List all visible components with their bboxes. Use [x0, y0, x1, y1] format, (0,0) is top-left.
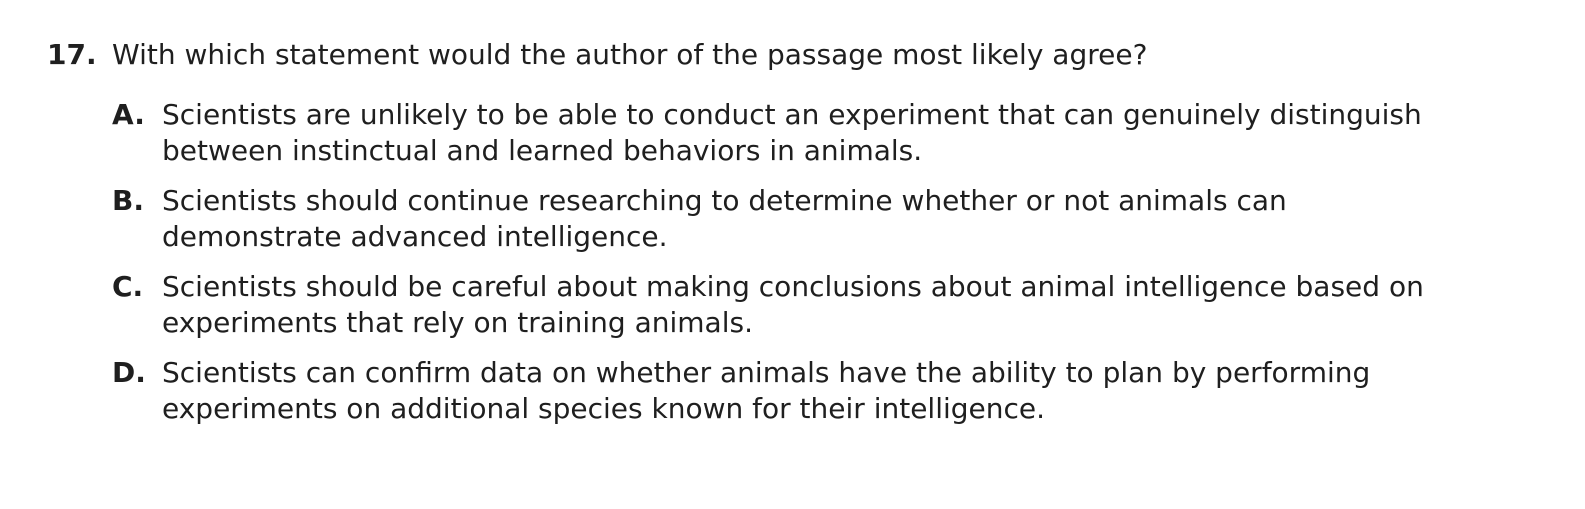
choice-letter: B. — [112, 184, 144, 217]
choice-text: Scientists can confirm data on whether a… — [162, 356, 1371, 425]
question-number: 17. — [47, 38, 97, 71]
question-stem: With which statement would the author of… — [112, 38, 1148, 71]
answer-choice-d[interactable]: D. Scientists can confirm data on whethe… — [112, 355, 1547, 427]
question-header: 17. With which statement would the autho… — [47, 37, 1547, 73]
answer-choice-a[interactable]: A. Scientists are unlikely to be able to… — [112, 97, 1547, 169]
answer-choice-b[interactable]: B. Scientists should continue researchin… — [112, 183, 1547, 255]
choice-text: Scientists are unlikely to be able to co… — [162, 98, 1422, 167]
question-block: 17. With which statement would the autho… — [47, 37, 1547, 441]
answer-choice-c[interactable]: C. Scientists should be careful about ma… — [112, 269, 1547, 341]
choice-text: Scientists should continue researching t… — [162, 184, 1287, 253]
answer-choices: A. Scientists are unlikely to be able to… — [112, 97, 1547, 427]
choice-letter: D. — [112, 356, 146, 389]
choice-letter: C. — [112, 270, 144, 303]
choice-letter: A. — [112, 98, 145, 131]
choice-text: Scientists should be careful about makin… — [162, 270, 1424, 339]
